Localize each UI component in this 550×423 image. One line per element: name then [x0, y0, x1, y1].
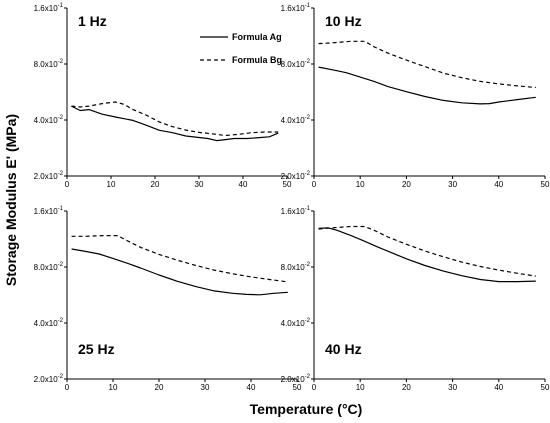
y-tick-label: 1.6x10-1 — [281, 206, 311, 216]
panel-label: 1 Hz — [78, 13, 107, 29]
x-tick-label: 10 — [356, 383, 365, 392]
panel-4: 0 10 20 30 40 50 1.6x10-1 8.0x10-2 4.0x10-2 2.0x1… — [281, 206, 550, 392]
x-tick-label: 10 — [109, 383, 118, 392]
panel-label: 10 Hz — [325, 13, 362, 29]
y-tick-label: 1.6x10-1 — [281, 3, 311, 13]
x-tick-label: 10 — [107, 180, 116, 189]
x-tick-label: 20 — [155, 383, 164, 392]
series-line-formula-ag — [71, 105, 279, 142]
panel-label: 40 Hz — [325, 341, 362, 357]
x-tick-label: 20 — [402, 383, 411, 392]
y-tick-label: 8.0x10-2 — [281, 262, 311, 272]
legend-label: Formula Ag — [232, 32, 282, 42]
x-tick-label: 0 — [312, 180, 317, 189]
y-tick-label: 4.0x10-2 — [281, 115, 311, 125]
x-tick-label: 10 — [356, 180, 365, 189]
x-tick-label: 50 — [293, 383, 302, 392]
x-tick-label: 40 — [494, 383, 503, 392]
series-line-formula-bg — [71, 101, 279, 137]
series-line-formula-ag — [318, 66, 536, 105]
x-tick-label: 50 — [541, 383, 550, 392]
x-tick-label: 40 — [239, 180, 248, 189]
y-tick-label: 8.0x10-2 — [34, 59, 64, 69]
legend-label: Formula Bg — [232, 55, 282, 65]
x-tick-label: 40 — [494, 180, 503, 189]
y-axis-title: Storage Modulus E' (MPa) — [3, 114, 19, 286]
y-tick-label: 1.6x10-1 — [34, 206, 64, 216]
x-tick-label: 50 — [541, 180, 550, 189]
x-tick-label: 50 — [283, 180, 292, 189]
series-line-formula-bg — [318, 40, 536, 89]
y-tick-label: 8.0x10-2 — [34, 262, 64, 272]
x-tick-label: 30 — [448, 180, 457, 189]
x-tick-label: 20 — [151, 180, 160, 189]
y-tick-label: 2.0x10-2 — [34, 171, 64, 181]
legend: Formula Ag Formula Bg — [200, 32, 282, 65]
y-tick-label: 4.0x10-2 — [34, 115, 64, 125]
y-tick-label: 8.0x10-2 — [281, 59, 311, 69]
panel-label: 25 Hz — [78, 341, 115, 357]
x-tick-label: 40 — [247, 383, 256, 392]
y-tick-label: 2.0x10-2 — [281, 374, 311, 384]
series-line-formula-ag — [318, 227, 536, 283]
y-tick-label: 2.0x10-2 — [34, 374, 64, 384]
x-tick-label: 0 — [65, 180, 70, 189]
series-line-formula-ag — [71, 248, 288, 296]
x-axis-title: Temperature (°C) — [250, 401, 363, 417]
y-tick-label: 1.6x10-1 — [34, 3, 64, 13]
panel-1: 0 10 20 30 40 50 1.6x10-1 8.0x10-2 4.0x10-2 2.0x1… — [34, 3, 292, 189]
series-line-formula-bg — [318, 225, 536, 277]
x-tick-label: 30 — [448, 383, 457, 392]
x-tick-label: 20 — [402, 180, 411, 189]
y-tick-label: 4.0x10-2 — [281, 318, 311, 328]
panel-2: 0 10 20 30 40 50 1.6x10-1 8.0x10-2 4.0x10-2 2.0x1… — [281, 3, 550, 189]
y-tick-label: 4.0x10-2 — [34, 318, 64, 328]
x-tick-label: 0 — [312, 383, 317, 392]
y-tick-label: 2.0x10-2 — [281, 171, 311, 181]
x-tick-label: 0 — [65, 383, 70, 392]
panel-3: 0 10 20 30 40 50 1.6x10-1 8.0x10-2 4.0x10-2 2.0x1… — [34, 206, 302, 392]
series-line-formula-bg — [71, 235, 288, 283]
x-tick-label: 30 — [201, 383, 210, 392]
x-tick-label: 30 — [195, 180, 204, 189]
